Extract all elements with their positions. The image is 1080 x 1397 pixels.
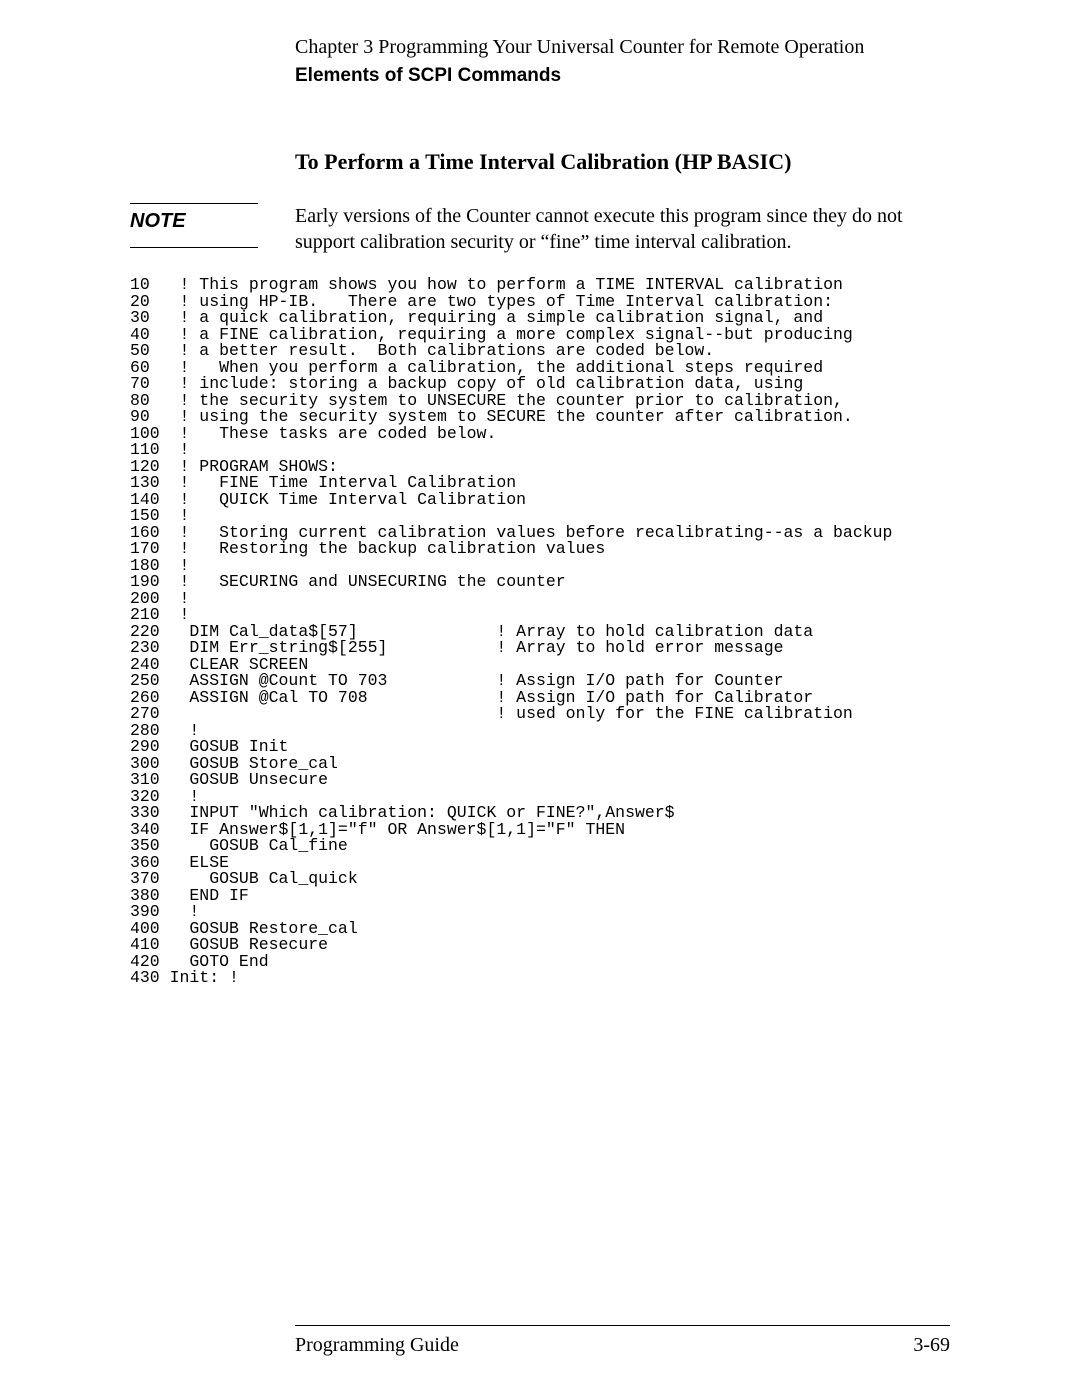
note-rule-bottom [130,247,258,248]
footer-right: 3-69 [913,1334,950,1357]
page: Chapter 3 Programming Your Universal Cou… [0,0,1080,1397]
section-title: To Perform a Time Interval Calibration (… [295,149,950,175]
chapter-line: Chapter 3 Programming Your Universal Cou… [295,36,950,59]
page-header: Chapter 3 Programming Your Universal Cou… [295,36,950,87]
note-label-column: NOTE [130,203,280,248]
section-subheader: Elements of SCPI Commands [295,65,950,87]
note-label: NOTE [130,210,280,233]
footer-left: Programming Guide [295,1334,459,1357]
footer-line: Programming Guide 3-69 [295,1334,950,1357]
note-block: NOTE Early versions of the Counter canno… [130,203,950,255]
footer-rule [295,1325,950,1326]
note-rule-top [130,203,258,204]
code-listing: 10 ! This program shows you how to perfo… [130,277,950,987]
note-text: Early versions of the Counter cannot exe… [280,203,950,255]
page-footer: Programming Guide 3-69 [130,1325,950,1357]
